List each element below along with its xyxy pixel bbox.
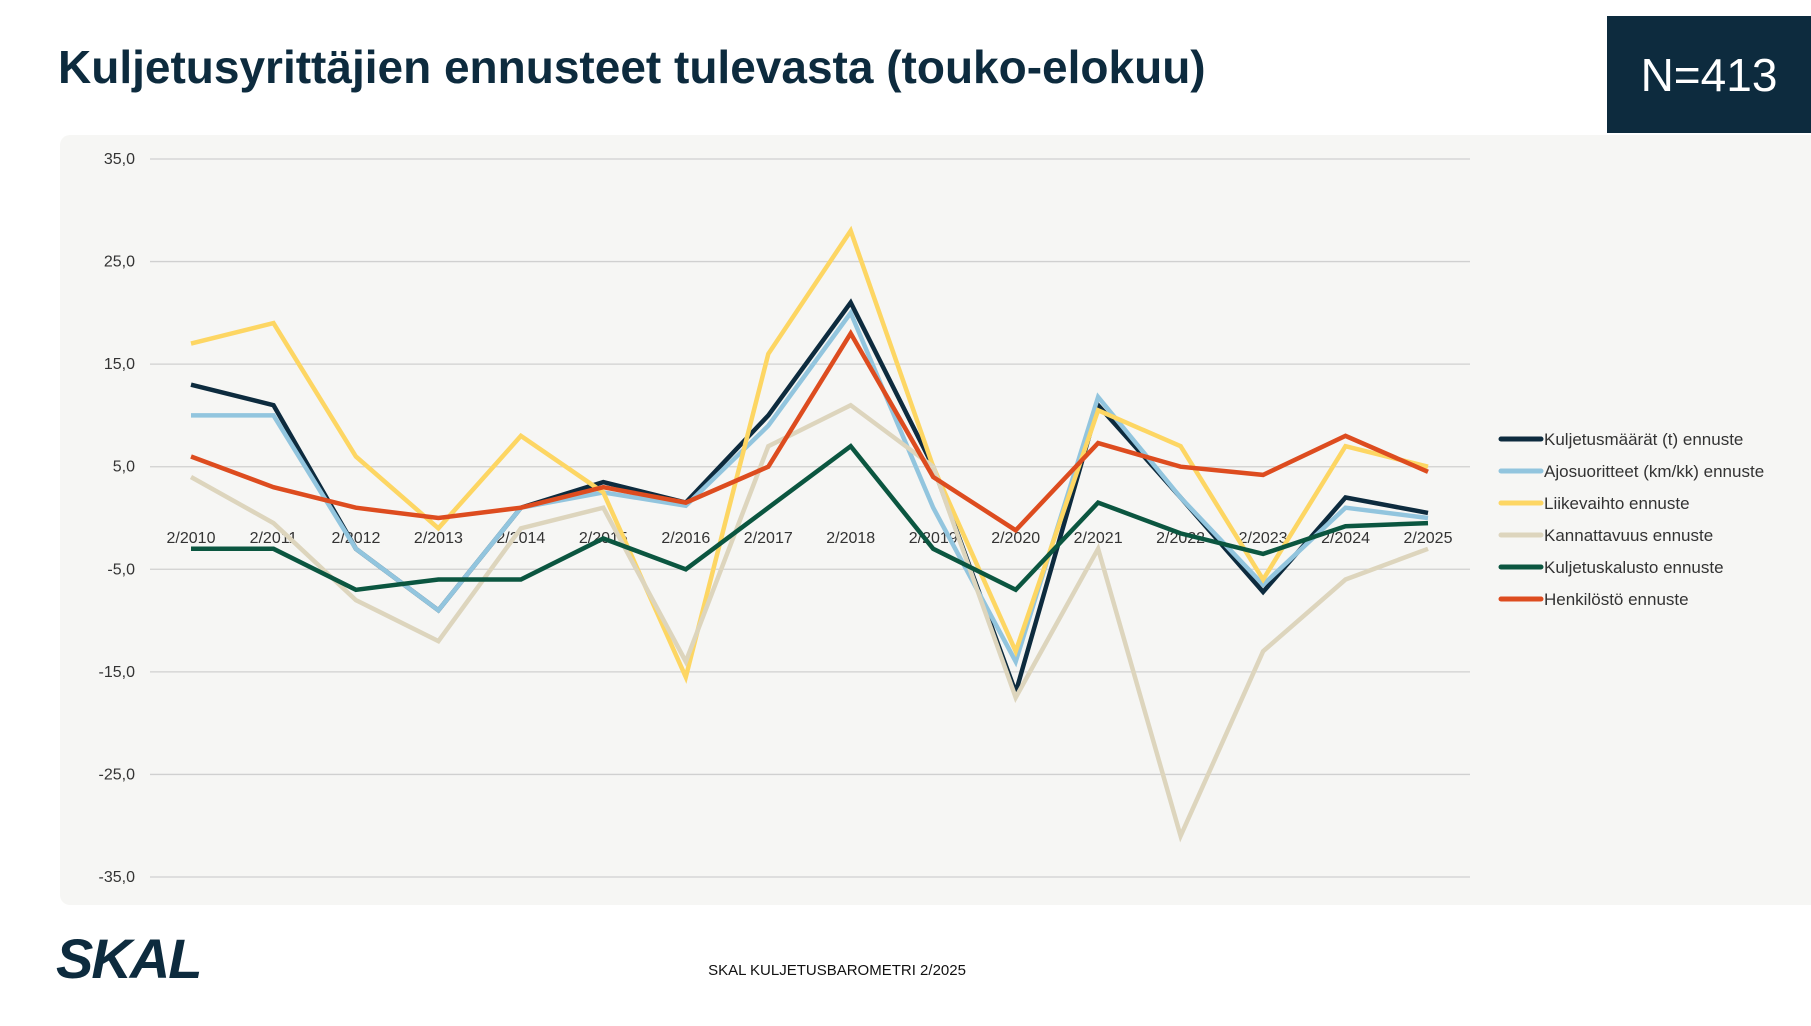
y-tick-label: 15,0 [104, 356, 135, 373]
legend-label: Kuljetusmäärät (t) ennuste [1544, 430, 1743, 449]
x-tick-label: 2/2020 [991, 530, 1040, 547]
legend-label: Kuljetuskalusto ennuste [1544, 558, 1724, 577]
x-tick-label: 2/2013 [414, 530, 463, 547]
y-tick-label: -5,0 [107, 561, 135, 578]
y-tick-label: 5,0 [113, 459, 135, 476]
footer-text: SKAL KULJETUSBAROMETRI 2/2025 [708, 962, 966, 979]
page-title: Kuljetusyrittäjien ennusteet tulevasta (… [58, 41, 1206, 93]
legend-label: Ajosuoritteet (km/kk) ennuste [1544, 462, 1764, 481]
legend-label: Henkilöstö ennuste [1544, 590, 1689, 609]
chart-panel: 35,0 25,0 15,0 5,0 -5,0 -15,0 -25,0 -35,0 2/2010… [60, 135, 1811, 905]
sample-size-badge: N=413 [1607, 16, 1811, 133]
series-line [190, 298, 1429, 700]
line-chart: 35,0 25,0 15,0 5,0 -5,0 -15,0 -25,0 -35,0 2/2010… [99, 151, 1765, 886]
x-tick-label: 2/2018 [826, 530, 875, 547]
y-tick-label: -25,0 [99, 766, 136, 783]
x-tick-label: 2/2012 [331, 530, 380, 547]
series-line [191, 308, 1429, 668]
y-tick-label: -35,0 [99, 869, 136, 886]
series-line [190, 329, 1429, 534]
x-tick-label: 2/2016 [661, 530, 710, 547]
series-line [189, 402, 1429, 843]
x-tick-label: 2/2010 [167, 530, 216, 547]
series-line [190, 225, 1429, 684]
svg-text:SKAL: SKAL [56, 932, 200, 984]
x-tick-label: 2/2025 [1404, 530, 1453, 547]
skal-logo: SKAL [56, 927, 226, 990]
sample-size-label: N=413 [1640, 48, 1778, 101]
x-tick-label: 2/2021 [1074, 530, 1123, 547]
x-tick-label: 2/2024 [1321, 530, 1370, 547]
y-tick-label: 25,0 [104, 254, 135, 271]
y-tick-label: -15,0 [99, 664, 136, 681]
series-line [191, 443, 1429, 593]
x-tick-label: 2/2017 [744, 530, 793, 547]
legend-label: Kannattavuus ennuste [1544, 526, 1713, 545]
x-tick-label: 2/2023 [1239, 530, 1288, 547]
legend-label: Liikevaihto ennuste [1544, 494, 1690, 513]
y-tick-label: 35,0 [104, 151, 135, 168]
